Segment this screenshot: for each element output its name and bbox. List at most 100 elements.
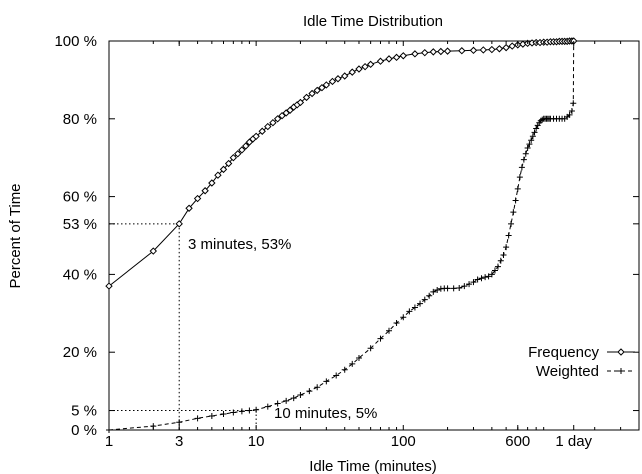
weighted-point <box>497 257 504 264</box>
frequency-point <box>252 132 260 141</box>
y-tick-label: 0 % <box>71 422 97 439</box>
annotation-guides <box>109 223 257 430</box>
weighted-point <box>488 271 495 278</box>
frequency-point <box>273 115 282 123</box>
weighted-point <box>539 116 546 123</box>
y-tick-label: 60 % <box>63 189 97 206</box>
x-tick-label: 3 <box>175 433 183 450</box>
frequency-point <box>208 179 216 187</box>
frequency-point <box>421 48 429 57</box>
weighted-point <box>503 244 510 251</box>
weighted-point <box>355 355 362 362</box>
weighted-point <box>510 209 517 216</box>
weighted-point <box>386 327 393 334</box>
frequency-point <box>502 43 510 52</box>
weighted-point <box>323 378 330 385</box>
legend: Frequency Weighted <box>528 344 635 380</box>
weighted-point <box>367 345 374 352</box>
y-tick-label: 5 % <box>71 403 97 420</box>
weighted-line <box>108 40 575 431</box>
weighted-point <box>456 285 463 292</box>
frequency-point <box>355 65 363 73</box>
x-tick-label: 10 <box>248 433 265 450</box>
weighted-point <box>533 125 540 132</box>
weighted-point <box>411 304 418 311</box>
weighted-point <box>230 409 237 416</box>
frequency-point <box>508 42 516 50</box>
weighted-point <box>512 197 519 204</box>
y-tick-label: 100 % <box>54 33 97 50</box>
weighted-point <box>208 412 215 419</box>
frequency-point <box>242 142 250 150</box>
weighted-point <box>434 286 441 293</box>
weighted-point <box>478 275 485 282</box>
weighted-point <box>516 174 523 181</box>
x-tick-label: 600 <box>505 433 530 450</box>
frequency-point <box>328 77 337 86</box>
frequency-point <box>201 187 209 195</box>
weighted-point <box>466 281 473 288</box>
frequency-point <box>308 89 316 98</box>
weighted-point <box>421 296 428 303</box>
frequency-point <box>361 62 369 71</box>
weighted-point <box>333 372 340 379</box>
weighted-point <box>566 111 573 118</box>
weighted-point <box>528 137 535 144</box>
weighted-point <box>253 406 260 413</box>
y-tick-label: 80 % <box>63 111 97 128</box>
weighted-point <box>430 288 437 295</box>
weighted-point <box>474 276 481 283</box>
frequency-point <box>238 146 246 154</box>
frequency-point <box>437 47 445 56</box>
frequency-point <box>429 48 438 56</box>
weighted-point <box>491 267 498 274</box>
frequency-point <box>149 247 158 255</box>
frequency-point <box>334 75 342 83</box>
weighted-point <box>377 335 384 342</box>
y-tick-label: 20 % <box>63 344 97 361</box>
frequency-point <box>264 122 272 131</box>
weighted-point <box>529 133 536 140</box>
frequency-point <box>219 165 228 174</box>
weighted-point <box>246 407 253 414</box>
frequency-point <box>322 81 331 89</box>
x-axis-title: Idle Time (minutes) <box>309 458 437 474</box>
annotation-10-minutes: 10 minutes, 5% <box>274 405 377 422</box>
frequency-point <box>469 46 478 55</box>
weighted-point <box>393 320 400 327</box>
weighted-point <box>514 185 521 192</box>
weighted-point <box>306 388 313 395</box>
weighted-point <box>505 232 512 239</box>
frequency-line <box>108 40 574 287</box>
frequency-point <box>318 83 326 92</box>
weighted-point <box>417 300 424 307</box>
weighted-point <box>470 279 477 286</box>
frequency-point <box>495 45 504 53</box>
weighted-point <box>494 263 501 270</box>
weighted-point <box>508 220 515 227</box>
frequency-point <box>341 72 349 80</box>
weighted-point <box>485 273 492 280</box>
frequency-point <box>175 220 183 228</box>
frequency-point <box>302 93 311 102</box>
frequency-point <box>385 55 393 63</box>
frequency-point <box>348 68 356 76</box>
x-axis-ticks: 1 3 10 100 600 1 day <box>105 41 640 450</box>
weighted-point <box>283 397 290 404</box>
x-tick-label: 1 day <box>555 433 592 450</box>
weighted-point <box>520 156 527 163</box>
legend-marker-frequency <box>617 348 625 356</box>
frequency-point <box>185 204 193 212</box>
legend-marker-weighted <box>618 368 624 374</box>
weighted-point <box>450 285 457 292</box>
weighted-point <box>349 360 356 367</box>
y-axis-title: Percent of Time <box>7 183 24 288</box>
weighted-point <box>314 384 321 391</box>
weighted-point <box>534 122 541 129</box>
frequency-point <box>313 86 321 95</box>
frequency-point <box>258 127 266 135</box>
weighted-point <box>406 308 413 315</box>
frequency-point <box>411 50 419 58</box>
weighted-point <box>500 251 507 258</box>
